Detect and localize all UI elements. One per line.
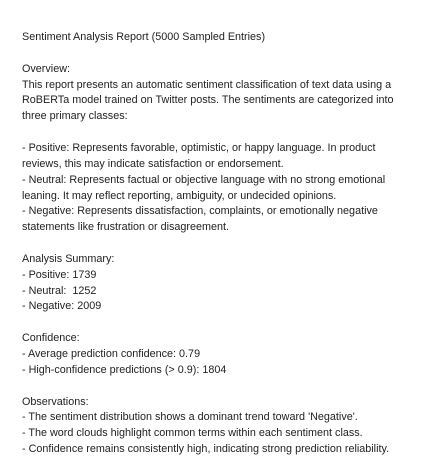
text-line: - Confidence remains consistently high, … <box>22 443 390 456</box>
text-line: - The word clouds highlight common terms… <box>22 427 363 440</box>
text-line: statements like frustration or disagreem… <box>22 221 230 234</box>
text-line: - Positive: 1739 <box>22 268 97 281</box>
text-line: - The sentiment distribution shows a dom… <box>22 411 358 424</box>
text-line: - Negative: Represents dissatisfaction, … <box>22 205 378 218</box>
text-line: - High-confidence predictions (> 0.9): 1… <box>22 363 227 376</box>
section-heading: Confidence: <box>22 332 80 345</box>
text-line: - Average prediction confidence: 0.79 <box>22 348 201 360</box>
text-line: RoBERTa model trained on Twitter posts. … <box>22 94 394 107</box>
section-heading: Observations: <box>22 395 89 408</box>
text-line: leaning. It may reflect reporting, ambig… <box>22 189 337 202</box>
report-title: Sentiment Analysis Report (5000 Sampled … <box>22 31 266 43</box>
section-heading: Analysis Summary: <box>22 252 115 265</box>
text-line: - Neutral: 1252 <box>22 284 97 297</box>
text-line: - Positive: Represents favorable, optimi… <box>22 141 376 154</box>
text-line: This report presents an automatic sentim… <box>22 78 392 91</box>
text-line: - Neutral: Represents factual or objecti… <box>22 173 386 186</box>
text-line: three primary classes: <box>22 110 128 123</box>
text-line: - Negative: 2009 <box>22 300 102 313</box>
section-heading: Overview: <box>22 62 70 75</box>
text-line: reviews, this may indicate satisfaction … <box>22 157 284 170</box>
